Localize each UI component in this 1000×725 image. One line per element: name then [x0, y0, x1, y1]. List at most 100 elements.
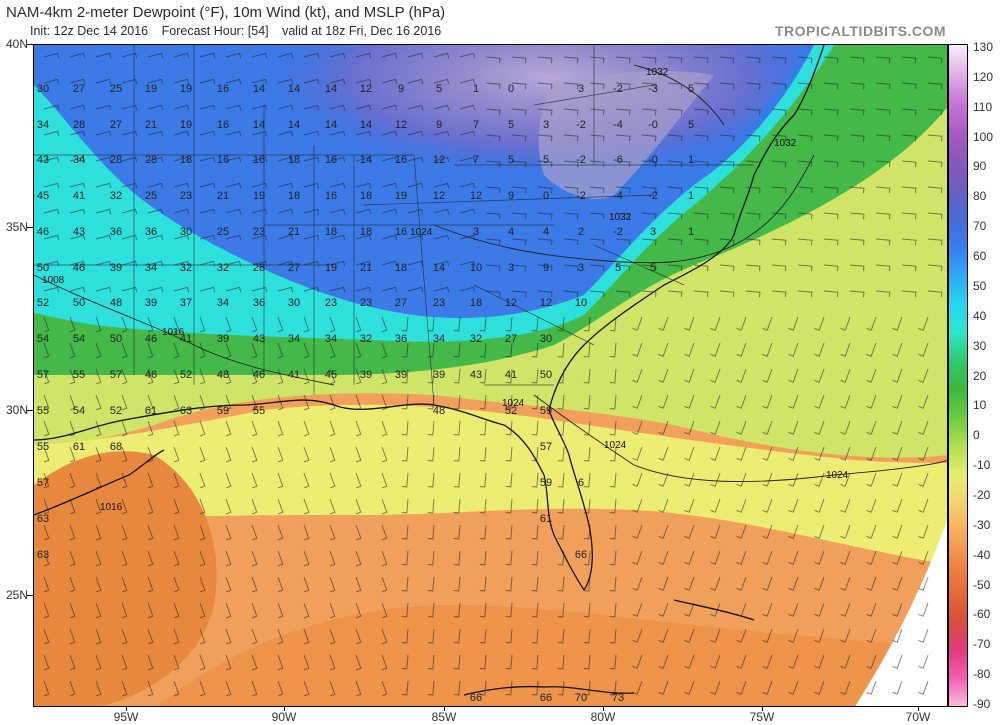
wind-barb — [693, 82, 709, 90]
wind-barb — [797, 160, 813, 168]
dewpoint-value: 36 — [145, 226, 157, 238]
wind-barb — [121, 394, 128, 411]
wind-barb — [485, 186, 501, 194]
dewpoint-value: 21 — [288, 226, 300, 238]
wind-barb — [658, 628, 669, 643]
wind-barb — [901, 56, 917, 64]
dewpoint-value: 12 — [433, 190, 445, 202]
dewpoint-value: 14 — [253, 119, 265, 131]
wind-barb — [121, 234, 138, 241]
wind-barb — [583, 342, 591, 358]
wind-barb — [609, 316, 617, 332]
wind-barb — [69, 182, 86, 189]
wind-barb — [121, 130, 138, 137]
dewpoint-value: 23 — [180, 190, 192, 202]
wind-barb — [199, 182, 216, 189]
wind-barb — [251, 286, 268, 293]
wind-barb — [563, 186, 579, 194]
wind-barb — [710, 446, 721, 461]
colorbar-tick-label: -50 — [973, 577, 991, 592]
dewpoint-value: 19 — [253, 190, 265, 202]
wind-barb — [95, 472, 102, 489]
wind-barb — [69, 446, 76, 463]
wind-barb — [557, 342, 565, 358]
wind-barb — [459, 234, 476, 241]
wind-barb — [814, 342, 825, 357]
wind-barb — [43, 576, 50, 593]
wind-barb — [762, 316, 773, 331]
wind-barb — [401, 342, 409, 358]
wind-barb — [609, 628, 617, 644]
wind-barb — [511, 290, 527, 298]
dewpoint-value: 34 — [433, 333, 445, 345]
wind-barb — [693, 186, 709, 194]
dewpoint-value: 30 — [288, 297, 300, 309]
dewpoint-value: 5 — [650, 262, 656, 274]
wind-barb — [918, 576, 929, 591]
wind-barb — [485, 134, 501, 142]
wind-barb — [563, 238, 579, 246]
wind-barb — [433, 104, 450, 111]
wind-barb — [355, 182, 372, 189]
lon-tick — [284, 707, 285, 711]
wind-barb — [69, 550, 76, 567]
wind-barb — [589, 212, 605, 220]
wind-barb — [505, 680, 513, 696]
wind-barb — [710, 524, 721, 539]
dewpoint-value: 27 — [73, 83, 85, 95]
lon-label-75w: 75W — [749, 710, 775, 724]
wind-barb — [609, 680, 617, 696]
wind-barb — [407, 182, 424, 189]
wind-barb — [95, 498, 102, 515]
wind-barb — [147, 316, 154, 333]
wind-barb — [251, 550, 258, 567]
dewpoint-value: 55 — [37, 441, 49, 453]
dewpoint-value: 2 — [578, 226, 584, 238]
wind-barb — [667, 212, 683, 220]
wind-barb — [745, 108, 761, 116]
wind-barb — [329, 654, 336, 671]
wind-barb — [43, 182, 60, 189]
wind-barb — [329, 208, 346, 215]
wind-barb — [667, 160, 683, 168]
wind-barb — [814, 420, 825, 435]
dewpoint-value: 54 — [73, 405, 85, 417]
wind-barb — [632, 550, 643, 565]
wind-barb — [823, 108, 839, 116]
wind-barb — [329, 498, 336, 515]
colorbar-tick-label: -20 — [973, 487, 991, 502]
wind-barb — [537, 134, 553, 142]
wind-barb — [303, 286, 320, 293]
wind-barb — [814, 316, 825, 331]
wind-barb — [849, 82, 865, 90]
wind-barb — [277, 654, 284, 671]
wind-barb — [875, 134, 891, 142]
wind-barb — [303, 420, 310, 437]
wind-barb — [866, 498, 877, 513]
dewpoint-value: 23 — [325, 297, 337, 309]
wind-barb — [95, 52, 112, 59]
wind-barb — [557, 316, 565, 332]
dewpoint-value: 66 — [470, 692, 482, 704]
wind-barb — [918, 602, 929, 617]
wind-barb — [95, 576, 102, 593]
wind-barb — [609, 576, 617, 592]
wind-barb — [251, 260, 268, 267]
wind-barb — [95, 78, 112, 85]
dewpoint-value: 46 — [73, 262, 85, 274]
wind-barb — [381, 420, 388, 437]
wind-barb — [479, 342, 487, 358]
wind-barb — [684, 472, 695, 487]
wind-barb — [531, 628, 539, 644]
colorbar-tick-label: -90 — [973, 697, 991, 711]
dewpoint-value: 46 — [37, 226, 49, 238]
wind-barb — [251, 156, 268, 163]
wind-barb — [736, 446, 747, 461]
wind-barb — [95, 130, 112, 137]
wind-barb — [918, 550, 929, 565]
wind-barb — [251, 78, 268, 85]
wind-barb — [583, 680, 591, 696]
wind-barb — [797, 82, 813, 90]
wind-barb — [479, 420, 487, 436]
wind-barb — [303, 654, 310, 671]
